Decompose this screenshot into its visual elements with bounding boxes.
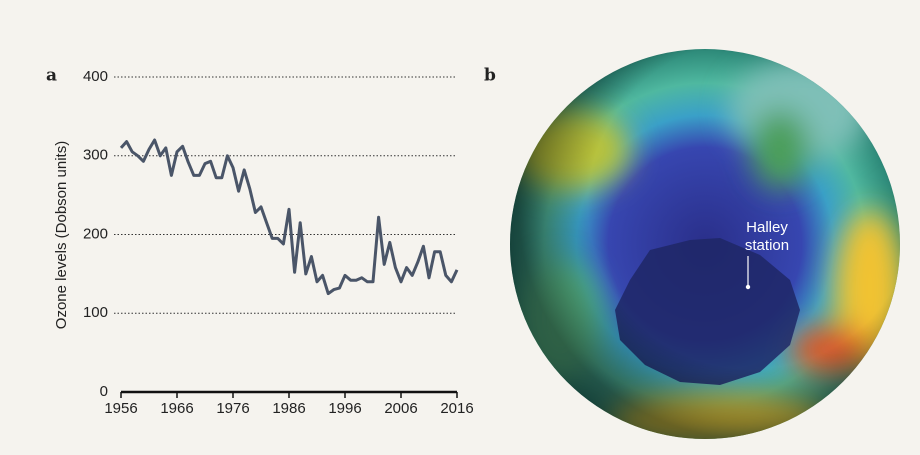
- annotation: Halley: [746, 219, 788, 236]
- x-tick-label: 1956: [104, 400, 137, 417]
- y-axis-label: Ozone levels (Dobson units): [53, 141, 70, 329]
- y-tick-label: 200: [83, 225, 108, 242]
- y-tick-label: 400: [83, 68, 108, 85]
- globe: [510, 49, 900, 439]
- y-tick-label: 100: [83, 304, 108, 321]
- data-line: [119, 138, 459, 296]
- x-tick-label: 1996: [328, 400, 361, 417]
- y-tick-label: 300: [83, 147, 108, 164]
- x-tick-label: 1986: [272, 400, 305, 417]
- x-tick-label: 1966: [160, 400, 193, 417]
- x-tick-label: 2006: [384, 400, 417, 417]
- x-tick-label: 2016: [440, 400, 473, 417]
- annotation: station: [745, 237, 789, 254]
- panel-label: b: [484, 66, 496, 86]
- x-tick-label: 1976: [216, 400, 249, 417]
- y-tick-label: 0: [100, 383, 108, 400]
- panel-label: a: [46, 66, 57, 86]
